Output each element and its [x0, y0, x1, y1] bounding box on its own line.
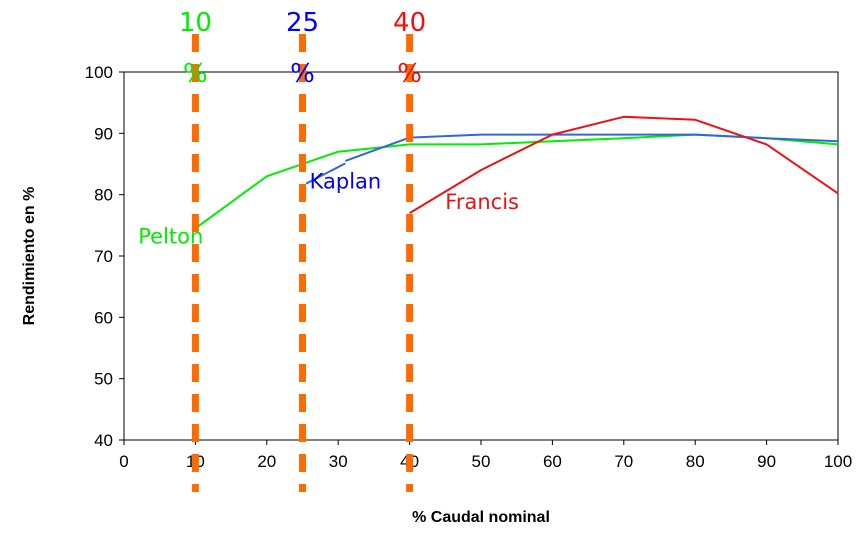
x-axis-title: % Caudal nominal [412, 509, 550, 526]
series-labels: Pelton Kaplan Francis [138, 170, 519, 249]
plot-area [123, 71, 839, 441]
y-axis-ticks: 40 50 60 70 80 90 100 [85, 63, 124, 450]
threshold-percent-25: % [290, 59, 315, 89]
x-tick-label: 90 [757, 452, 776, 471]
y-tick-label: 40 [94, 431, 113, 450]
y-tick-label: 80 [94, 186, 113, 205]
x-tick-label: 100 [824, 452, 852, 471]
x-tick-label: 30 [329, 452, 348, 471]
x-tick-label: 80 [686, 452, 705, 471]
y-tick-label: 60 [94, 308, 113, 327]
x-tick-label: 0 [119, 452, 128, 471]
y-tick-label: 90 [94, 124, 113, 143]
y-tick-label: 70 [94, 247, 113, 266]
x-axis-ticks: 0102030405060708090100 [119, 440, 852, 471]
y-tick-label: 100 [85, 63, 113, 82]
threshold-number-25: 25 [286, 8, 319, 38]
threshold-annotations: 10% 25% 40% [179, 8, 426, 89]
series-line-kaplan [344, 133, 839, 162]
threshold-percent-10: % [183, 59, 208, 89]
series-line-francis [409, 115, 839, 214]
y-tick-label: 50 [94, 370, 113, 389]
series-label-kaplan: Kaplan [310, 170, 382, 194]
series-label-pelton: Pelton [138, 225, 203, 249]
guide-lines [191, 34, 414, 492]
series-label-francis: Francis [445, 190, 519, 214]
x-tick-label: 20 [257, 452, 276, 471]
y-axis-title: Rendimiento en % [21, 187, 38, 326]
x-tick-label: 50 [472, 452, 491, 471]
x-tick-label: 60 [543, 452, 562, 471]
threshold-number-40: 40 [393, 8, 426, 38]
x-tick-label: 70 [614, 452, 633, 471]
threshold-percent-40: % [397, 59, 422, 89]
kaplan-label-pointer [305, 162, 346, 185]
threshold-number-10: 10 [179, 8, 212, 38]
